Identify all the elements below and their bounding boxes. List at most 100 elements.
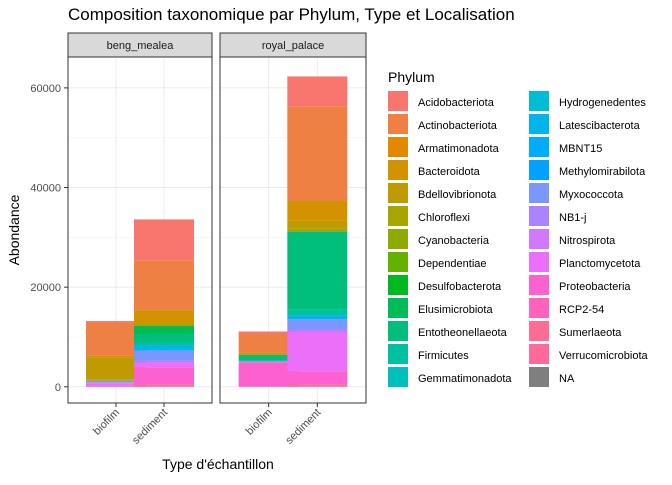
bar-segment-verrucomicrobiota [287, 384, 348, 387]
legend-label: Firmicutes [418, 350, 469, 362]
bar-segment-planctomycetota [134, 362, 194, 368]
legend: Phylum Acidobacteriota Actinobacteriota Ar… [388, 69, 649, 387]
bar-segment-planctomycetota [238, 361, 299, 363]
x-tick-label: sediment [283, 407, 323, 447]
legend-key [388, 229, 408, 249]
legend-label: RCP2-54 [559, 304, 604, 316]
bar-segment-myxococcota [134, 350, 194, 361]
legend-label: Planctomycetota [559, 258, 641, 270]
legend-label: Entotheonellaeota [418, 327, 508, 339]
legend-key [388, 91, 408, 111]
bar-segment-firmicutes [287, 309, 348, 316]
y-axis-label: Abondance [6, 194, 22, 265]
bar-segment-chloroflexi [287, 228, 348, 232]
bar-segment-nb1-j [134, 360, 194, 363]
x-tick-label: sediment [130, 407, 170, 447]
legend-key [388, 137, 408, 157]
bar-segment-bacteroidota [238, 352, 299, 355]
legend-key [388, 160, 408, 180]
legend-key [529, 114, 549, 134]
bar-segment-actinobacteriota [287, 106, 348, 201]
legend-key [529, 275, 549, 295]
bar-segment-proteobacteria [86, 385, 146, 387]
legend-label: Chloroflexi [418, 212, 470, 224]
y-tick-label: 0 [55, 382, 61, 394]
legend-label: Nitrospirota [559, 235, 616, 247]
legend-key [388, 367, 408, 387]
legend-key [529, 298, 549, 318]
bar-segment-acidobacteriota [287, 76, 348, 107]
legend-label: NB1-j [559, 212, 587, 224]
bar-segment-latescibacterota [287, 315, 348, 320]
legend-label: Hydrogenedentes [559, 97, 646, 109]
legend-label: Actinobacteriota [418, 120, 498, 132]
legend-key [529, 91, 549, 111]
bar-segment-myxococcota [287, 319, 348, 330]
legend-label: Armatimonadota [418, 143, 500, 155]
bar-segment-bdellovibrionota [86, 357, 146, 380]
y-tick-label: 60000 [30, 83, 61, 95]
legend-label: Verrucomicrobiota [559, 350, 649, 362]
legend-label: Myxococcota [559, 189, 624, 201]
legend-label: Desulfobacterota [418, 281, 502, 293]
bar-segment-entotheonellaeota [134, 333, 194, 343]
x-tick-label: biofilm [244, 407, 275, 438]
bar-segment-bdellovibrionota [287, 220, 348, 229]
bar-segment-proteobacteria [134, 367, 194, 385]
facet-strip [67, 32, 213, 58]
bar-segment-entotheonellaeota [238, 354, 299, 361]
legend-label: Bdellovibrionota [418, 189, 497, 201]
bar-segment-planctomycetota [86, 383, 146, 386]
legend-key [388, 183, 408, 203]
bar-segment-firmicutes [134, 342, 194, 346]
legend-key [529, 183, 549, 203]
x-tick-label: biofilm [91, 407, 122, 438]
legend-label: NA [559, 373, 575, 385]
bar-segment-chloroflexi [86, 379, 146, 381]
legend-label: Bacteroidota [418, 166, 481, 178]
facet-strip [219, 32, 367, 58]
bar-segment-bacteroidota [134, 310, 194, 324]
bar-segment-acidobacteriota [86, 321, 146, 323]
legend-key [388, 321, 408, 341]
legend-key [388, 206, 408, 226]
legend-key [529, 367, 549, 387]
bar-segment-firmicutes [238, 360, 299, 362]
legend-key [529, 137, 549, 157]
legend-key [529, 321, 549, 341]
legend-key [529, 160, 549, 180]
bar-segment-acidobacteriota [238, 331, 299, 334]
legend-label: Latescibacterota [559, 120, 641, 132]
legend-key [388, 298, 408, 318]
bar-segment-verrucomicrobiota [134, 384, 194, 387]
legend-key [388, 275, 408, 295]
legend-label: Sumerlaeota [559, 327, 622, 339]
bar-segment-proteobacteria [287, 371, 348, 385]
legend-key [529, 206, 549, 226]
legend-key [529, 252, 549, 272]
legend-label: Dependentiae [418, 258, 487, 270]
facet-strip-label: beng_mealea [107, 40, 175, 52]
legend-label: Acidobacteriota [418, 97, 495, 109]
legend-key [529, 344, 549, 364]
legend-label: MBNT15 [559, 143, 602, 155]
bar-segment-planctomycetota [287, 331, 348, 372]
legend-label: Cyanobacteria [418, 235, 490, 247]
legend-key [388, 344, 408, 364]
legend-key [529, 229, 549, 249]
bar-segment-nb1-j [287, 329, 348, 332]
y-tick-label: 20000 [30, 282, 61, 294]
bar-segment-bacteroidota [86, 355, 146, 358]
bar-segment-entotheonellaeota [287, 231, 348, 310]
chart-title: Composition taxonomique par Phylum, Type… [68, 5, 515, 24]
legend-label: Proteobacteria [559, 281, 631, 293]
legend-label: Gemmatimonadota [418, 373, 512, 385]
x-axis-label: Type d'échantillon [162, 456, 274, 472]
bar-segment-myxococcota [86, 380, 146, 383]
legend-label: Elusimicrobiota [418, 304, 493, 316]
bar-segment-latescibacterota [134, 345, 194, 351]
legend-key [388, 114, 408, 134]
bar-segment-chloroflexi [134, 323, 194, 327]
